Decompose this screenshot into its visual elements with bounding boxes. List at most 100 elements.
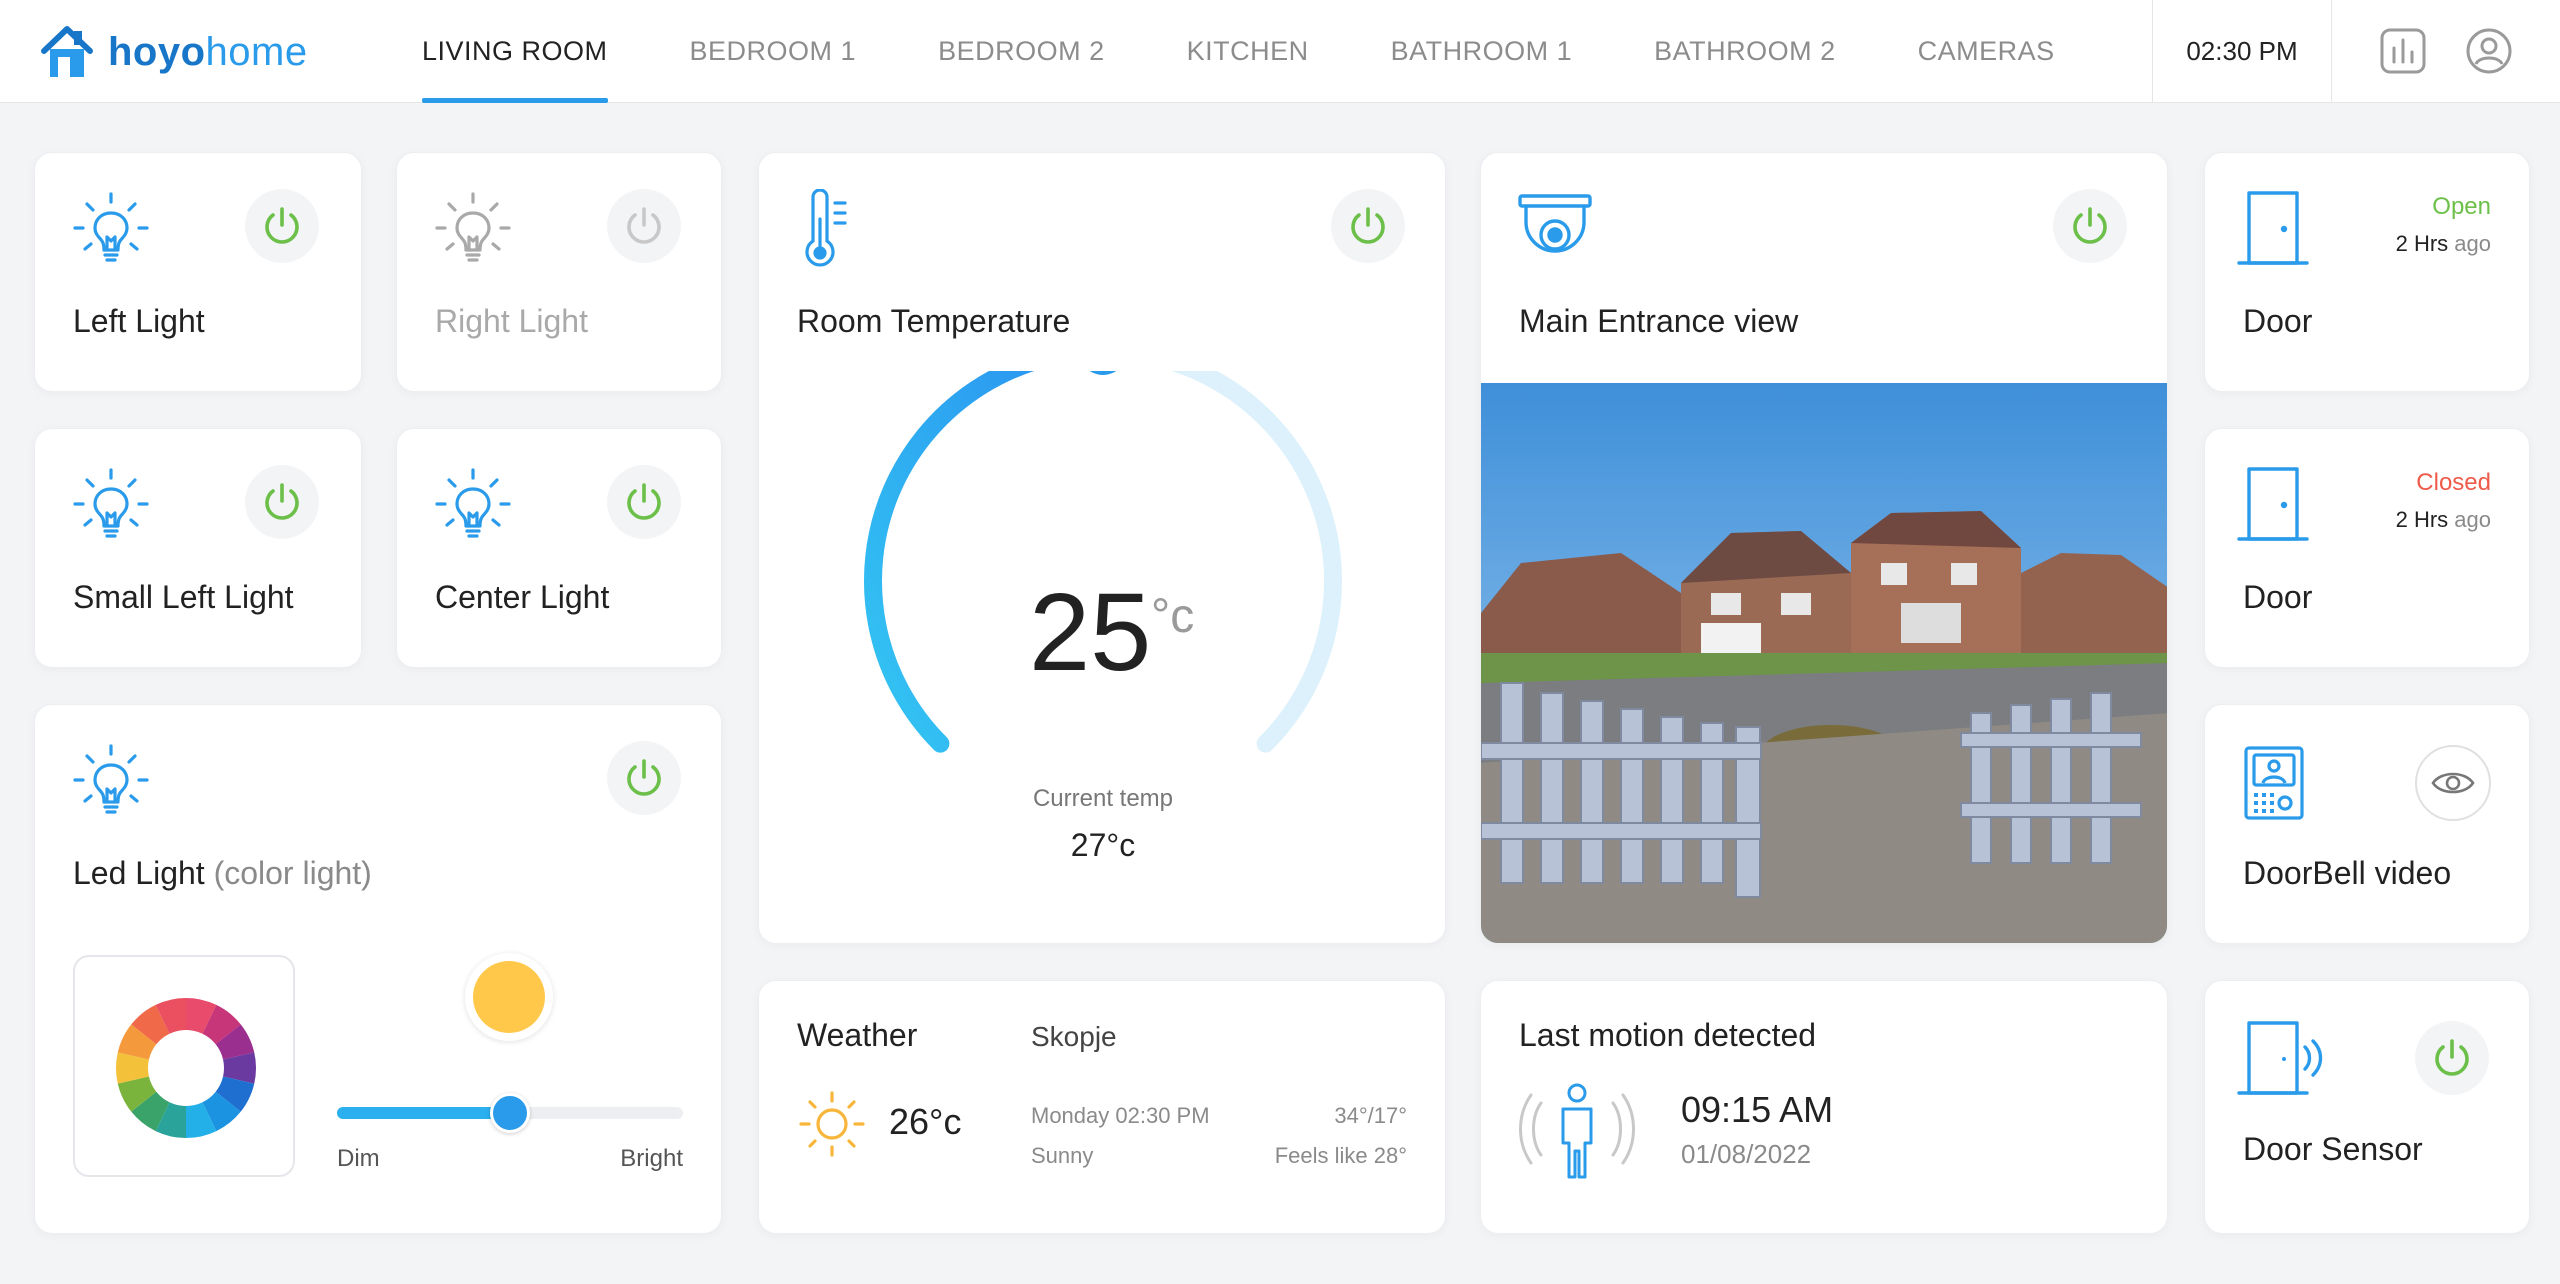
right-light-power-button[interactable] (607, 189, 681, 263)
door-icon (2233, 465, 2313, 545)
light-bulb-icon (433, 189, 513, 269)
door-sensor-card[interactable]: Door Sensor (2204, 980, 2530, 1234)
color-wheel-segment[interactable] (223, 1052, 256, 1084)
light-name: Right Light (435, 303, 588, 339)
room-temperature-card: Room Temperature 25 °c Current temp 27°c (758, 152, 1446, 944)
brand-logo[interactable]: hoyohome (38, 22, 308, 82)
camera-power-button[interactable] (2053, 189, 2127, 263)
power-icon (621, 203, 667, 249)
brightness-slider[interactable] (337, 1093, 683, 1133)
light-name: Small Left Light (73, 579, 294, 615)
door-icon (2233, 189, 2313, 269)
thermometer-icon (805, 189, 847, 267)
color-picker-box[interactable] (73, 955, 295, 1177)
door-sensor-power-button[interactable] (2415, 1021, 2489, 1095)
current-temp-label: Current temp (1032, 785, 1174, 812)
top-header: hoyohome LIVING ROOM BEDROOM 1 BEDROOM 2… (0, 0, 2560, 103)
room-tabs: LIVING ROOM BEDROOM 1 BEDROOM 2 KITCHEN … (390, 0, 2105, 103)
light-bulb-icon (71, 741, 151, 821)
selected-color-swatch[interactable] (465, 953, 553, 1041)
light-card-right[interactable]: Right Light (396, 152, 722, 392)
door-status: Closed (2416, 469, 2491, 496)
color-wheel-segment[interactable] (131, 1004, 170, 1045)
tab-cameras[interactable]: CAMERAS (1917, 36, 2055, 66)
small-left-light-power-button[interactable] (245, 465, 319, 539)
weather-city: Skopje (1031, 1021, 1117, 1052)
motion-time: 09:15 AM (1681, 1089, 1834, 1130)
camera-feed[interactable] (1481, 383, 2168, 944)
color-wheel-segment[interactable] (155, 998, 186, 1034)
weather-condition: Sunny (1031, 1143, 1094, 1168)
doorbell-card[interactable]: DoorBell video (2204, 704, 2530, 944)
motion-sensor-person-icon (1519, 1083, 1635, 1179)
door-ago-hours: 2 Hrs (2395, 507, 2449, 532)
light-bulb-icon (71, 465, 151, 545)
led-light-power-button[interactable] (607, 741, 681, 815)
weather-title: Weather (797, 1017, 918, 1053)
tab-bathroom-1[interactable]: BATHROOM 1 (1390, 36, 1573, 66)
tab-bedroom-2[interactable]: BEDROOM 2 (938, 36, 1105, 66)
house-logo-icon (41, 26, 93, 77)
weather-high-low: 34°/17° (1334, 1103, 1407, 1128)
center-light-power-button[interactable] (607, 465, 681, 539)
power-icon (621, 755, 667, 801)
color-wheel-segment[interactable] (202, 1091, 241, 1132)
current-temp-value: 27°c (1070, 827, 1136, 863)
color-wheel[interactable] (75, 957, 297, 1179)
door-ago-word: ago (2454, 231, 2491, 256)
color-wheel-segment[interactable] (215, 1076, 255, 1112)
sun-icon (799, 1091, 865, 1157)
user-avatar-icon[interactable] (2464, 26, 2514, 76)
weather-day-time: Monday 02:30 PM (1031, 1103, 1210, 1128)
doorbell-view-button[interactable] (2415, 745, 2491, 821)
door-name: Door (2243, 579, 2313, 615)
power-icon (2429, 1035, 2475, 1081)
color-wheel-segment[interactable] (186, 1102, 217, 1138)
door-card-2[interactable]: Closed 2 Hrs ago Door (2204, 428, 2530, 668)
led-light-note: (color light) (213, 855, 372, 891)
light-name: Left Light (73, 303, 205, 339)
color-wheel-segment[interactable] (131, 1091, 170, 1132)
color-wheel-segment[interactable] (117, 1076, 157, 1112)
door-ago-word: ago (2454, 507, 2491, 532)
temperature-dial[interactable] (823, 371, 1383, 811)
temperature-title: Room Temperature (797, 303, 1071, 339)
door-card-1[interactable]: Open 2 Hrs ago Door (2204, 152, 2530, 392)
tab-bathroom-2[interactable]: BATHROOM 2 (1654, 36, 1836, 66)
light-card-left[interactable]: Left Light (34, 152, 362, 392)
color-wheel-segment[interactable] (215, 1024, 255, 1060)
door-name: Door (2243, 303, 2313, 339)
security-camera-icon (1518, 194, 1592, 253)
color-wheel-segment[interactable] (117, 1024, 157, 1060)
power-icon (1345, 203, 1391, 249)
door-ago-hours: 2 Hrs (2395, 231, 2449, 256)
power-icon (259, 203, 305, 249)
bar-chart-icon[interactable] (2378, 26, 2428, 76)
color-wheel-segment[interactable] (202, 1004, 241, 1045)
tab-living-room[interactable]: LIVING ROOM (390, 0, 640, 103)
thermostat-power-button[interactable] (1331, 189, 1405, 263)
light-bulb-icon (71, 189, 151, 269)
light-card-small-left[interactable]: Small Left Light (34, 428, 362, 668)
set-temperature-unit: °c (1151, 590, 1195, 643)
tab-bedroom-1[interactable]: BEDROOM 1 (689, 36, 857, 66)
color-wheel-segment[interactable] (155, 1102, 186, 1138)
motion-card: Last motion detected 09:15 AM 01/08/2022 (1480, 980, 2168, 1234)
color-wheel-segment[interactable] (116, 1052, 149, 1084)
dial-handle[interactable] (1079, 371, 1127, 375)
light-name: Center Light (435, 579, 610, 615)
set-temperature-value: 25 (1029, 571, 1152, 694)
dial-fill (864, 371, 1035, 753)
camera-card: Main Entrance view (1480, 152, 2168, 944)
light-bulb-icon (433, 465, 513, 545)
light-card-center[interactable]: Center Light (396, 428, 722, 668)
brightness-slider-handle[interactable] (490, 1093, 530, 1133)
brightness-slider-fill (337, 1107, 510, 1119)
left-light-power-button[interactable] (245, 189, 319, 263)
door-sensor-name: Door Sensor (2243, 1131, 2423, 1167)
tab-kitchen[interactable]: KITCHEN (1186, 36, 1309, 66)
weather-temp: 26°c (889, 1101, 962, 1142)
camera-title: Main Entrance view (1519, 303, 1799, 339)
color-wheel-segment[interactable] (186, 998, 217, 1034)
bright-label: Bright (620, 1145, 683, 1172)
